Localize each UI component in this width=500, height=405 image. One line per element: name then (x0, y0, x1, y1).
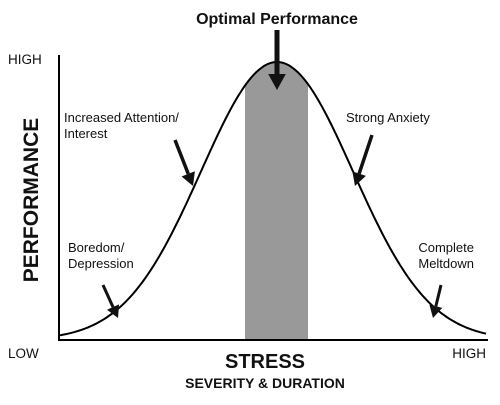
y-low-label: LOW (8, 346, 39, 361)
title: Optimal Performance (196, 11, 358, 28)
arrow-head (268, 74, 286, 90)
arrow-head (107, 304, 120, 318)
arrows (101, 30, 443, 318)
performance-curve (59, 61, 487, 337)
optimal-zone (245, 62, 308, 340)
x-high-label: HIGH (452, 346, 486, 361)
arrow-head (352, 171, 366, 186)
arrow-shaft (101, 284, 115, 308)
arrow-shaft (173, 139, 190, 175)
y-axis-label: PERFORMANCE (20, 118, 43, 283)
arrow-head (429, 304, 443, 318)
x-axis-sublabel: SEVERITY & DURATION (185, 375, 345, 391)
arrow-shaft (357, 134, 374, 175)
x-axis-label: STRESS (225, 351, 305, 373)
arrow-shaft (434, 284, 443, 307)
y-high-label: HIGH (8, 52, 42, 67)
annotation: Boredom/Depression (68, 240, 134, 271)
annotation: Increased Attention/Interest (64, 110, 179, 141)
arrow-head (181, 171, 195, 186)
annotation: Complete Meltdown (418, 240, 474, 271)
annotation: Strong Anxiety (346, 110, 430, 125)
